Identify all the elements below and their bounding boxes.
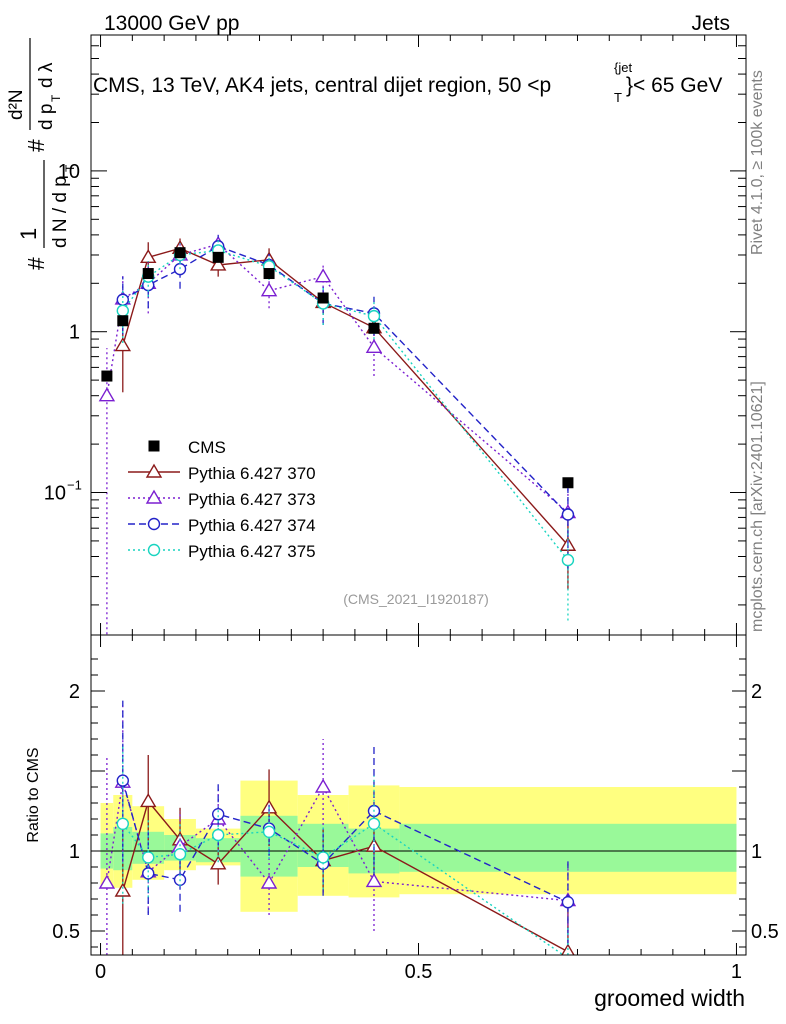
ratio-point [114, 882, 132, 897]
data-point [367, 309, 381, 323]
ratio-point [262, 825, 276, 838]
ratio-point [260, 874, 278, 889]
data-point [561, 508, 575, 521]
ratio-line [122, 799, 569, 953]
series-3 [116, 234, 575, 570]
ratio-point [211, 828, 225, 842]
svg-text:d²N: d²N [6, 89, 27, 120]
legend-label: Pythia 6.427 375 [188, 542, 316, 561]
svg-text:T: T [63, 164, 77, 172]
y-tick-label-main: 1 [69, 322, 80, 344]
legend-marker-cms [148, 440, 160, 452]
legend-marker [147, 517, 161, 531]
x-tick-label: 1 [731, 961, 742, 983]
ratio-point [211, 808, 225, 821]
ratio-point [314, 778, 332, 793]
data-point [260, 282, 278, 297]
cms-point [101, 370, 113, 382]
y-tick-label-ratio-right: 0.5 [751, 921, 779, 943]
svg-text:#: # [23, 139, 49, 152]
plot-title-subscript: T [614, 90, 622, 105]
ratio-point [209, 855, 227, 870]
header-energy-label: 13000 GeV pp [104, 12, 239, 35]
cms-point [317, 292, 329, 304]
ratio-point [98, 874, 116, 889]
ratio-point [367, 817, 381, 830]
series-line [122, 249, 569, 561]
mcplots-source-label: mcplots.cern.ch [arXiv:2401.10621] [749, 381, 766, 632]
legend-label: Pythia 6.427 373 [188, 490, 316, 509]
svg-text:d N / d p: d N / d p [50, 176, 71, 248]
plot-title-main: CMS, 13 TeV, AK4 jets, central dijet reg… [93, 74, 551, 97]
x-tick-label: 0.5 [405, 961, 433, 983]
legend-label: CMS [188, 438, 226, 457]
main-series-layer [98, 234, 577, 635]
legend-marker [147, 543, 161, 557]
y-tick-label-ratio: 1 [69, 841, 80, 863]
y-tick-label-main: 10 [58, 161, 80, 183]
data-point [314, 268, 332, 283]
y-tick-label-exponent: −1 [67, 478, 82, 493]
cms-point [562, 477, 574, 489]
data-point [116, 304, 129, 317]
ratio-point [173, 848, 187, 861]
svg-text:d λ: d λ [36, 62, 57, 88]
ratio-point [116, 774, 129, 787]
svg-text:#: # [23, 257, 49, 270]
y-axis-label-main: # 1 d N / d p T # d²N d p T d λ [6, 38, 77, 270]
series-4 [116, 240, 575, 621]
series-line [122, 247, 569, 546]
data-point [116, 293, 129, 306]
series-ratio-4 [116, 743, 569, 955]
series-2 [98, 234, 577, 635]
x-tick-label: 0 [95, 961, 106, 983]
legend: CMS Pythia 6.427 370 Pythia 6.427 373 Pythi… [128, 438, 316, 561]
data-point [561, 553, 575, 567]
data-point [114, 337, 132, 352]
legend-label: Pythia 6.427 370 [188, 464, 316, 483]
y-axis-label-ratio: Ratio to CMS [25, 747, 42, 842]
series-1 [114, 238, 577, 590]
ratio-point [316, 851, 330, 864]
ratio-point [142, 867, 155, 880]
legend-marker [145, 463, 163, 478]
ratio-point [365, 873, 383, 888]
y-tick-label-ratio: 0.5 [52, 921, 80, 943]
legend-label: Pythia 6.427 374 [188, 516, 316, 535]
ratio-series-layer [98, 700, 577, 955]
x-axis-label: groomed width [594, 985, 745, 1011]
plot-title-tail: }< 65 GeV [626, 74, 722, 97]
rivet-version-label: Rivet 4.1.0, ≥ 100k events [749, 70, 766, 255]
y-tick-label-ratio-right: 2 [751, 681, 762, 703]
cms-point [117, 315, 129, 327]
cms-point [174, 247, 186, 259]
header-jets-label: Jets [691, 12, 730, 35]
data-point [365, 338, 383, 353]
plot-title-superscript: {jet [614, 60, 632, 75]
y-tick-label-ratio-right: 1 [751, 841, 762, 863]
svg-text:T: T [49, 94, 63, 102]
ratio-point [142, 851, 155, 864]
ratio-point [561, 896, 575, 909]
legend-marker [145, 489, 163, 504]
cms-point [142, 268, 154, 280]
y-tick-label-ratio: 2 [69, 681, 80, 703]
data-point [209, 256, 227, 271]
svg-text:1: 1 [16, 228, 41, 240]
cms-point [263, 268, 275, 280]
ratio-line [106, 782, 569, 902]
svg-text:d p: d p [36, 104, 57, 130]
plot-title: CMS, 13 TeV, AK4 jets, central dijet reg… [93, 74, 551, 97]
y-tick-label-main: 10 [44, 483, 66, 505]
cms-point [368, 322, 380, 334]
data-point [98, 387, 116, 402]
cms-point [212, 251, 224, 263]
analysis-id-watermark: (CMS_2021_I1920187) [343, 591, 489, 607]
ratio-point [140, 793, 157, 808]
series-cms [101, 247, 574, 489]
ratio-point [116, 817, 129, 830]
